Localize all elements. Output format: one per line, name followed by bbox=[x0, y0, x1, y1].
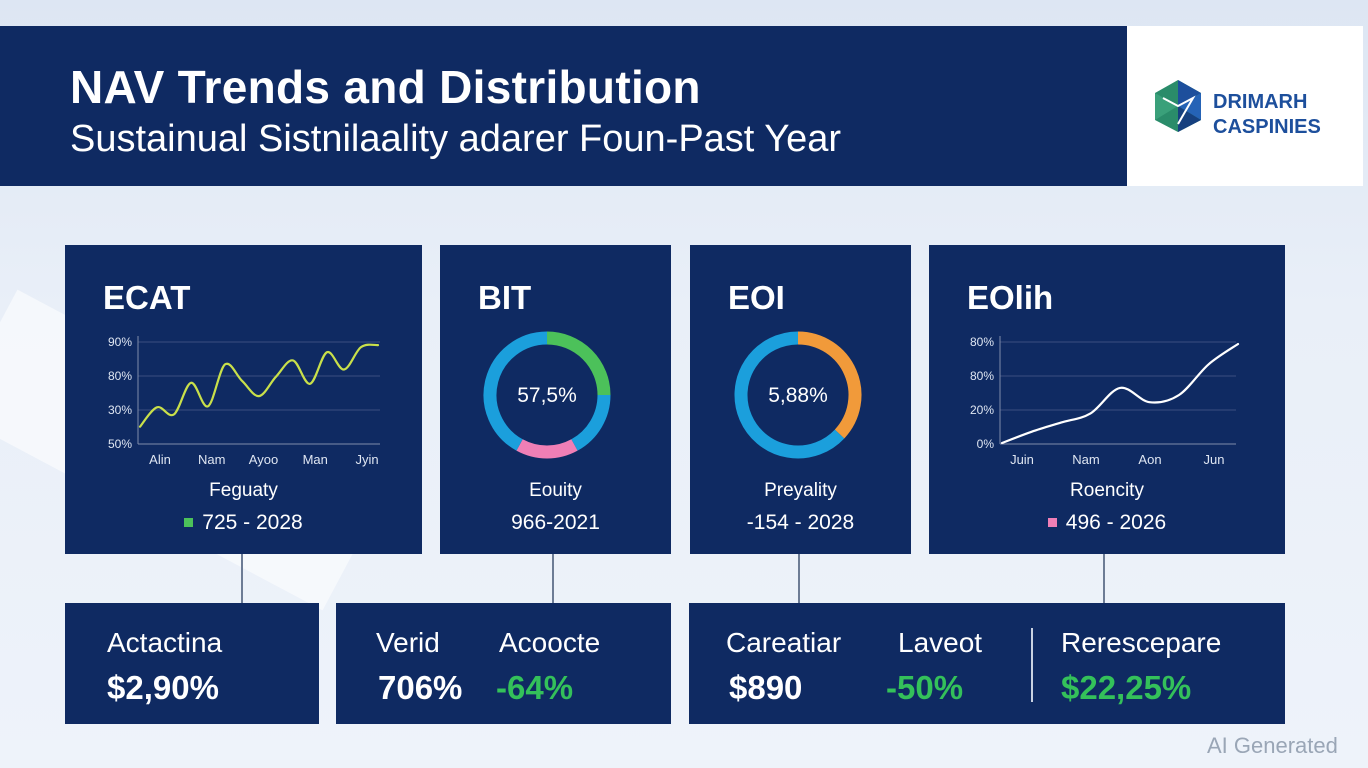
stat-panel-1: Actactina $2,90% bbox=[65, 603, 319, 724]
card-label: Feguaty bbox=[209, 480, 278, 501]
y-tick-label: 50% bbox=[108, 437, 132, 451]
card-value: 496 - 2026 bbox=[929, 511, 1285, 535]
page-subtitle: Sustainual Sistnilaality adarer Foun-Pas… bbox=[70, 118, 842, 160]
card-eoi: EOI 5,88% Preyality -154 - 2028 bbox=[690, 245, 911, 554]
card-bit: BIT 57,5% Eouity 966-2021 bbox=[440, 245, 671, 554]
card-ecat: ECAT 90% 80% 30% 50% Alin Nam Ayoo Man Jyin Fegu… bbox=[65, 245, 422, 554]
logo: DRIMARH CASPINIES bbox=[1127, 26, 1363, 186]
y-tick-label: 80% bbox=[108, 369, 132, 383]
stat-value: $2,90% bbox=[107, 669, 219, 706]
card-title: BIT bbox=[478, 279, 532, 316]
connector-line bbox=[552, 554, 554, 603]
stat-value-change: -50% bbox=[886, 669, 964, 706]
x-tick-label: Man bbox=[303, 452, 328, 467]
card-value: 725 - 2028 bbox=[65, 511, 422, 535]
x-tick-label: Juin bbox=[1010, 452, 1034, 467]
stat-label: Rerescepare bbox=[1061, 627, 1222, 658]
pink-square-icon bbox=[1047, 518, 1057, 527]
x-tick-label: Aon bbox=[1138, 452, 1161, 467]
header-banner bbox=[0, 26, 1127, 186]
stat-label: Actactina bbox=[107, 627, 223, 658]
connector-line bbox=[798, 554, 800, 603]
logo-line-1: DRIMARH bbox=[1213, 91, 1308, 113]
card-value: -154 - 2028 bbox=[746, 511, 855, 534]
x-tick-label: Jyin bbox=[355, 452, 378, 467]
stat-value-change: -64% bbox=[496, 669, 574, 706]
x-tick-label: Nam bbox=[1072, 452, 1099, 467]
divider bbox=[1031, 628, 1033, 702]
green-square-icon bbox=[184, 518, 194, 527]
stat-label: Careatiar bbox=[726, 627, 842, 658]
y-tick-label: 20% bbox=[970, 403, 994, 417]
connector-line bbox=[241, 554, 243, 603]
donut-center-label: 5,88% bbox=[768, 384, 828, 407]
stat-value: $890 bbox=[729, 669, 803, 706]
donut-slice-blue bbox=[734, 331, 845, 459]
stat-panel-3: Careatiar Laveot Rerescepare $890 -50% $… bbox=[689, 603, 1285, 724]
card-title: ECAT bbox=[103, 279, 191, 316]
y-tick-label: 90% bbox=[108, 335, 132, 349]
series-line bbox=[1000, 342, 1240, 445]
card-value-text: 725 - 2028 bbox=[202, 511, 303, 534]
line-chart-ecat: 90% 80% 30% 50% Alin Nam Ayoo Man Jyin bbox=[108, 335, 380, 467]
donut-slice-orange bbox=[797, 331, 862, 439]
card-title: EOI bbox=[728, 279, 785, 316]
card-title: EOlih bbox=[967, 279, 1054, 316]
y-tick-label: 30% bbox=[108, 403, 132, 417]
page-title: NAV Trends and Distribution bbox=[70, 61, 701, 113]
donut-chart-eoi: 5,88% bbox=[734, 331, 862, 459]
donut-slice-pink bbox=[516, 439, 578, 459]
donut-center-label: 57,5% bbox=[517, 384, 577, 407]
stat-value-highlight: $22,25% bbox=[1061, 669, 1192, 706]
card-label: Preyality bbox=[764, 480, 837, 501]
watermark: AI Generated bbox=[1207, 733, 1338, 758]
donut-slice-blue-bottom bbox=[483, 331, 548, 451]
x-tick-label: Ayoo bbox=[249, 452, 278, 467]
card-value-text: 496 - 2026 bbox=[1065, 511, 1167, 534]
card-label: Roencity bbox=[1070, 480, 1144, 501]
x-tick-label: Jun bbox=[1204, 452, 1225, 467]
stat-label: Verid bbox=[376, 627, 440, 658]
stat-panel-2: Verid Acoocte 706% -64% bbox=[336, 603, 671, 724]
y-tick-label: 0% bbox=[977, 437, 995, 451]
y-tick-label: 80% bbox=[970, 369, 994, 383]
connector-line bbox=[1103, 554, 1105, 603]
donut-slice-blue-top bbox=[571, 394, 611, 451]
donut-chart-bit: 57,5% bbox=[483, 331, 611, 459]
x-tick-label: Alin bbox=[149, 452, 171, 467]
line-chart-eolih: 80% 80% 20% 0% Juin Nam Aon Jun bbox=[970, 335, 1240, 467]
logo-text: DRIMARH CASPINIES bbox=[1213, 90, 1321, 140]
card-eolih: EOlih 80% 80% 20% 0% Juin Nam Aon Jun Roencity … bbox=[929, 245, 1285, 554]
x-tick-label: Nam bbox=[198, 452, 225, 467]
stat-label: Laveot bbox=[898, 627, 983, 658]
card-label: Eouity bbox=[529, 480, 582, 501]
stat-value: 706% bbox=[378, 669, 463, 706]
y-tick-label: 80% bbox=[970, 335, 994, 349]
card-value: 966-2021 bbox=[511, 511, 600, 534]
logo-mark-icon bbox=[1155, 80, 1201, 132]
donut-slice-green bbox=[546, 331, 611, 396]
series-line bbox=[138, 343, 380, 428]
stat-label: Acoocte bbox=[499, 627, 601, 658]
logo-line-2: CASPINIES bbox=[1213, 116, 1321, 138]
